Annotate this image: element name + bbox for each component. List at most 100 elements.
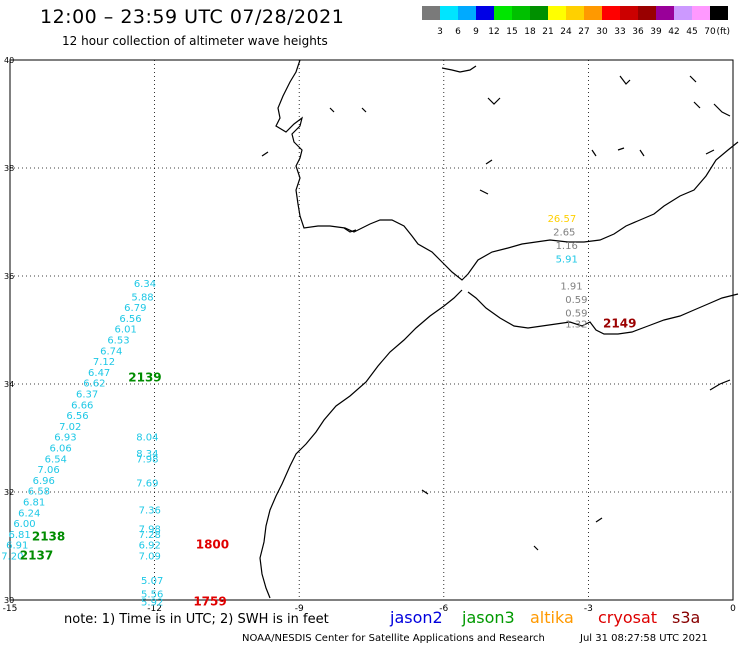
wave-height-value: 6.53 [107, 336, 129, 347]
legend-s3a: s3a [672, 608, 701, 627]
colorbar-label: 15 [506, 27, 517, 37]
lat-tick-label: 30 [4, 596, 14, 605]
wave-height-value: 6.96 [33, 476, 55, 487]
colorbar-swatch [620, 6, 638, 20]
colorbar-label: 27 [578, 27, 589, 37]
pass-time-label: 1759 [193, 594, 226, 608]
colorbar-swatch [710, 6, 728, 20]
credit-text: NOAA/NESDIS Center for Satellite Applica… [242, 633, 545, 644]
wave-height-value: 6.58 [28, 487, 50, 498]
lon-tick-label: -6 [439, 604, 448, 614]
lon-tick-label: -3 [584, 604, 593, 614]
legend-jason2: jason2 [390, 608, 443, 627]
colorbar-swatch [422, 6, 440, 20]
colorbar-swatch [584, 6, 602, 20]
map-frame [9, 59, 734, 601]
time-labels: 2139 2138 2137 1800 1759 2149 [20, 316, 637, 608]
colorbar-label: 42 [668, 27, 679, 37]
footer-note: note: 1) Time is in UTC; 2) SWH is in fe… [64, 612, 329, 627]
wave-height-value: 7.20 [1, 552, 23, 563]
legend-cryosat: cryosat [598, 608, 658, 627]
wave-height-value: 8.34 [136, 449, 158, 460]
colorbar-swatch [674, 6, 692, 20]
wave-height-value: 7.36 [139, 506, 161, 517]
axis-tick-labels: -15 -12 -9 -6 -3 0 40 38 36 34 32 30 [3, 56, 736, 614]
lon-tick-label: 0 [730, 604, 736, 614]
map-subtitle: 12 hour collection of altimeter wave hei… [62, 34, 328, 48]
wave-height-value: 0.59 [565, 309, 587, 320]
wave-height-value: 5.88 [131, 292, 153, 303]
wave-height-value: 6.56 [119, 314, 141, 325]
track-values: 6.345.886.796.566.016.536.747.126.476.62… [1, 214, 587, 608]
colorbar-label: 6 [455, 27, 461, 37]
wave-height-value: 7.02 [59, 422, 81, 433]
pass-time-label: 2137 [20, 549, 53, 563]
legend-jason3: jason3 [462, 608, 515, 627]
lon-tick-label: -15 [3, 604, 18, 614]
colorbar-label: 12 [488, 27, 499, 37]
pass-time-label: 2139 [128, 370, 161, 384]
wave-height-value: 6.66 [71, 400, 93, 411]
wave-height-value: 6.81 [9, 530, 31, 541]
colorbar-swatch [638, 6, 656, 20]
lat-tick-label: 38 [4, 164, 14, 173]
wave-height-value: 7.06 [37, 465, 59, 476]
wave-height-value: 26.57 [548, 214, 577, 225]
wave-height-value: 5.92 [141, 597, 163, 608]
colorbar-label: 24 [560, 27, 572, 37]
wave-height-value: 7.98 [136, 454, 158, 465]
coastline [259, 59, 739, 599]
colorbar-label: 18 [524, 27, 536, 37]
colorbar-label: 3 [437, 27, 443, 37]
wave-height-value: 2.65 [553, 228, 575, 239]
colorbar-label: 9 [473, 27, 479, 37]
wave-height-value: 6.74 [100, 346, 122, 357]
colorbar-swatch [692, 6, 710, 20]
colorbar-swatch [602, 6, 620, 20]
pass-time-label: 1800 [196, 538, 229, 552]
colorbar-label: 30 [596, 27, 608, 37]
legend-altika: altika [530, 608, 574, 627]
colorbar-swatch [566, 6, 584, 20]
wave-height-value: 6.34 [134, 279, 156, 290]
colorbar-label: 33 [614, 27, 625, 37]
wave-height-value: 5.07 [141, 576, 163, 587]
wave-height-value: 1.32 [565, 319, 587, 330]
wave-height-value: 6.37 [76, 390, 98, 401]
wave-height-value: 6.91 [6, 541, 28, 552]
lat-tick-label: 34 [4, 380, 14, 389]
colorbar-swatch [494, 6, 512, 20]
wave-height-value: 6.47 [88, 368, 110, 379]
wave-height-value: 7.98 [139, 525, 161, 536]
colorbar-label: 39 [650, 27, 662, 37]
wave-height-value: 6.79 [124, 303, 146, 314]
colorbar-swatch [440, 6, 458, 20]
map-title: 12:00 – 23:59 UTC 07/28/2021 [40, 6, 345, 28]
wave-height-value: 7.28 [139, 530, 161, 541]
colorbar-swatch [512, 6, 530, 20]
wave-height-value: 5.56 [141, 589, 163, 600]
wave-height-value: 8.04 [136, 433, 158, 444]
wave-height-value: 6.81 [23, 498, 45, 509]
lon-tick-label: -12 [147, 604, 162, 614]
lat-tick-label: 40 [4, 56, 14, 65]
wave-height-colorbar: 3 6 9 12 15 18 21 24 27 30 33 36 39 42 45 70 (ft) [422, 6, 730, 37]
pass-time-label: 2138 [32, 530, 65, 544]
colorbar-label: 36 [632, 27, 644, 37]
colorbar-swatch [458, 6, 476, 20]
colorbar-swatch [656, 6, 674, 20]
colorbar-swatch [530, 6, 548, 20]
wave-height-value: 6.06 [49, 444, 71, 455]
wave-height-value: 7.12 [93, 357, 115, 368]
colorbar-label: 21 [542, 27, 553, 37]
wave-height-value: 6.62 [83, 379, 105, 390]
lon-tick-label: -9 [295, 604, 304, 614]
wave-height-value: 6.01 [115, 325, 137, 336]
wave-height-value: 6.56 [66, 411, 88, 422]
wave-height-value: 0.59 [565, 295, 587, 306]
colorbar-label: 70 [704, 27, 716, 37]
wave-height-value: 6.54 [45, 454, 67, 465]
wave-height-value: 6.24 [18, 508, 40, 519]
wave-height-value: 1.91 [560, 282, 582, 293]
